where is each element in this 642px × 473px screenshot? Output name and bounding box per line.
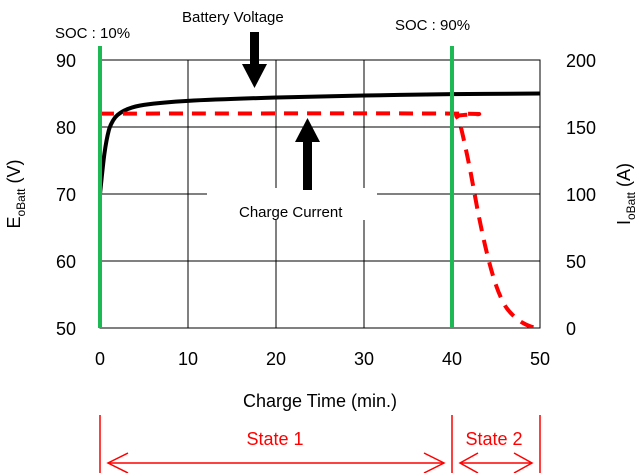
- left-y-tick-label: 50: [56, 319, 76, 339]
- state-2-arrowhead-left: [458, 452, 479, 473]
- left-y-tick-label: 80: [56, 118, 76, 138]
- right-y-tick-label: 100: [566, 185, 596, 205]
- state-markup: [99, 415, 541, 473]
- right-y-tick-label: 50: [566, 252, 586, 272]
- right-y-axis-label: IoBatt (A): [614, 163, 638, 225]
- battery-voltage-arrow: [242, 32, 267, 88]
- state-2-label: State 2: [465, 429, 522, 449]
- right-y-axis-label-subscript: oBatt: [624, 191, 638, 220]
- charge-current-arrow: [295, 118, 320, 190]
- left-y-axis-label: EoBatt (V): [4, 159, 28, 228]
- x-axis-label: Charge Time (min.): [243, 391, 397, 411]
- right-y-tick-label: 200: [566, 51, 596, 71]
- right-y-tick-label: 0: [566, 319, 576, 339]
- battery-voltage-annotation: Battery Voltage: [182, 9, 284, 26]
- left-y-tick-label: 70: [56, 185, 76, 205]
- x-tick-label: 50: [530, 349, 550, 369]
- right-y-tick-label: 150: [566, 118, 596, 138]
- charge-current-label-background: [207, 188, 377, 220]
- x-tick-label: 40: [442, 349, 462, 369]
- soc-10-label: SOC : 10%: [55, 25, 130, 42]
- state-2-arrowhead-right: [513, 452, 534, 473]
- charge-current-annotation: Charge Current: [239, 204, 343, 221]
- left-y-axis-label-unit: (V): [4, 159, 24, 188]
- right-y-tick-labels: 0 50 100 150 200: [566, 51, 596, 339]
- state-1-arrowhead-left: [106, 452, 129, 473]
- soc-90-label: SOC : 90%: [395, 17, 470, 34]
- left-y-tick-labels: 50 60 70 80 90: [56, 51, 76, 339]
- battery-voltage-line: [100, 91, 540, 195]
- x-tick-label: 10: [178, 349, 198, 369]
- left-y-tick-label: 90: [56, 51, 76, 71]
- left-y-axis-label-main: E: [4, 217, 24, 229]
- right-y-axis-label-main: I: [614, 220, 634, 225]
- x-tick-label: 30: [354, 349, 374, 369]
- left-y-tick-label: 60: [56, 252, 76, 272]
- x-tick-label: 0: [95, 349, 105, 369]
- x-tick-labels: 0 10 20 30 40 50: [95, 349, 550, 369]
- charge-current-line: [100, 111, 540, 328]
- state-1-arrowhead-right: [423, 452, 446, 473]
- state-1-label: State 1: [246, 429, 303, 449]
- x-tick-label: 20: [266, 349, 286, 369]
- left-y-axis-label-subscript: oBatt: [14, 188, 28, 217]
- right-y-axis-label-unit: (A): [614, 163, 634, 192]
